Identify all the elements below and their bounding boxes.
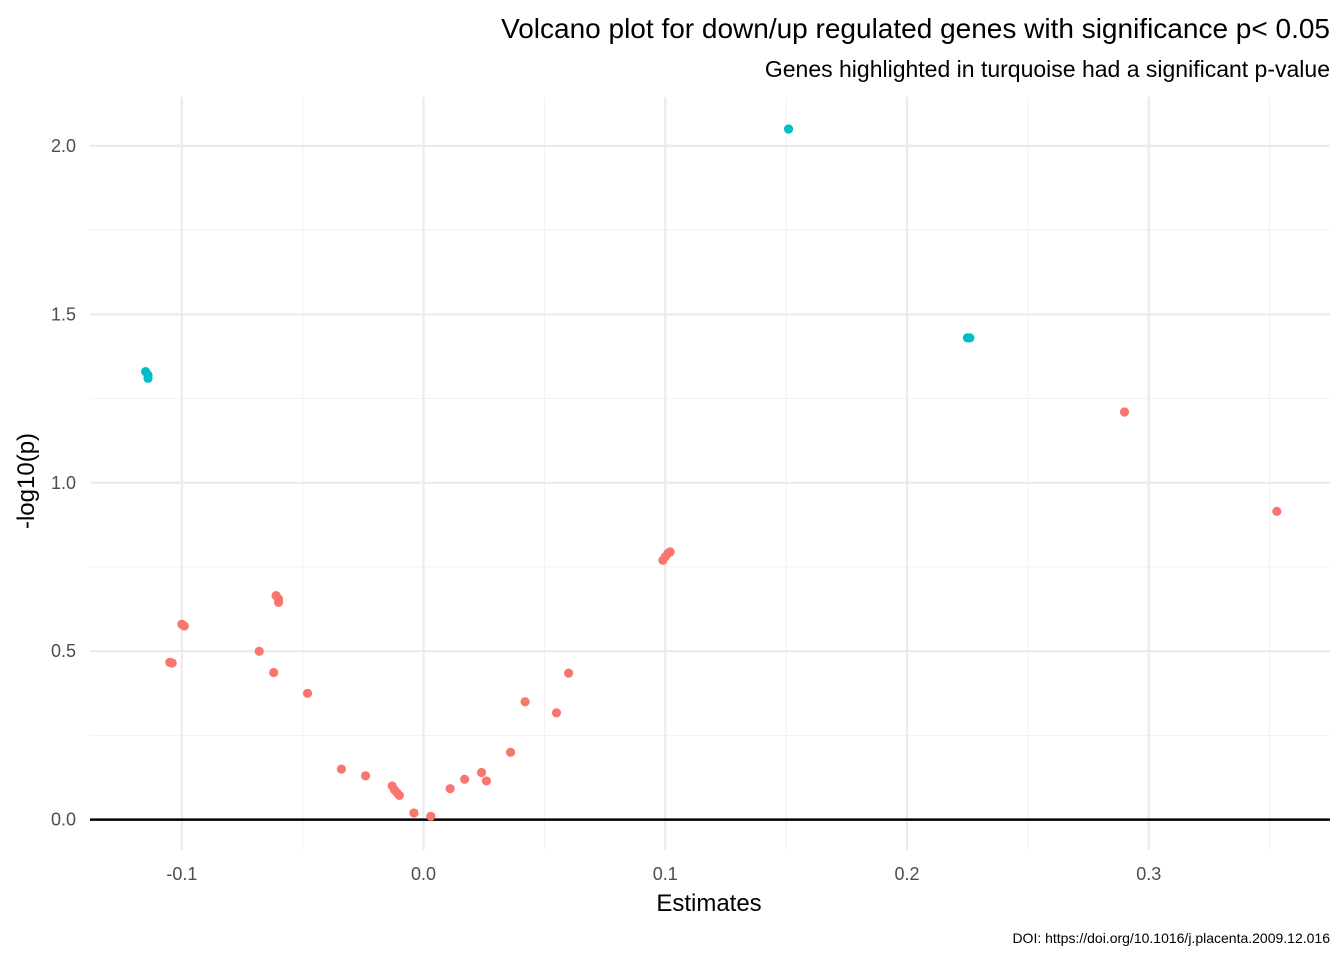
chart-title: Volcano plot for down/up regulated genes… (501, 13, 1330, 44)
x-axis-ticks: -0.1 0.0 0.1 0.2 0.3 (166, 864, 1161, 884)
significant-point (783, 124, 794, 134)
x-tick-label: -0.1 (166, 864, 197, 884)
data-points (140, 124, 1282, 821)
non-significant-point (1272, 506, 1282, 517)
non-significant-point (167, 658, 177, 668)
non-significant-point (409, 808, 419, 818)
non-significant-point (1119, 407, 1130, 417)
chart-subtitle: Genes highlighted in turquoise had a sig… (765, 56, 1330, 82)
y-tick-label: 0.5 (51, 641, 76, 661)
significant-point (143, 373, 153, 383)
y-tick-label: 1.5 (51, 304, 76, 324)
non-significant-point (460, 774, 470, 784)
non-significant-point (551, 708, 562, 718)
y-axis-ticks: 0.0 0.5 1.0 1.5 2.0 (51, 136, 76, 830)
x-tick-label: 0.2 (894, 864, 919, 884)
x-axis-label: Estimates (656, 890, 761, 917)
x-tick-label: 0.1 (653, 864, 678, 884)
non-significant-point (505, 747, 516, 757)
non-significant-point (520, 697, 530, 707)
grid (90, 97, 1330, 850)
significant-point (965, 333, 975, 343)
non-significant-point (179, 621, 189, 631)
y-tick-label: 0.0 (51, 810, 76, 830)
non-significant-point (665, 547, 675, 557)
non-significant-point (394, 790, 404, 801)
non-significant-point (445, 784, 455, 794)
non-significant-point (273, 597, 284, 607)
y-tick-label: 2.0 (51, 136, 76, 156)
non-significant-point (563, 668, 574, 678)
non-significant-point (269, 667, 279, 678)
non-significant-point (426, 811, 436, 821)
non-significant-point (481, 776, 492, 786)
non-significant-point (336, 764, 346, 774)
non-significant-point (302, 688, 313, 698)
non-significant-point (476, 767, 487, 778)
chart-caption: DOI: https://doi.org/10.1016/j.placenta.… (1012, 930, 1330, 946)
y-tick-label: 1.0 (51, 473, 76, 493)
x-tick-label: 0.0 (411, 864, 436, 884)
x-tick-label: 0.3 (1136, 864, 1161, 884)
y-axis-label: -log10(p) (13, 433, 40, 529)
non-significant-point (254, 646, 264, 656)
non-significant-point (360, 771, 371, 781)
